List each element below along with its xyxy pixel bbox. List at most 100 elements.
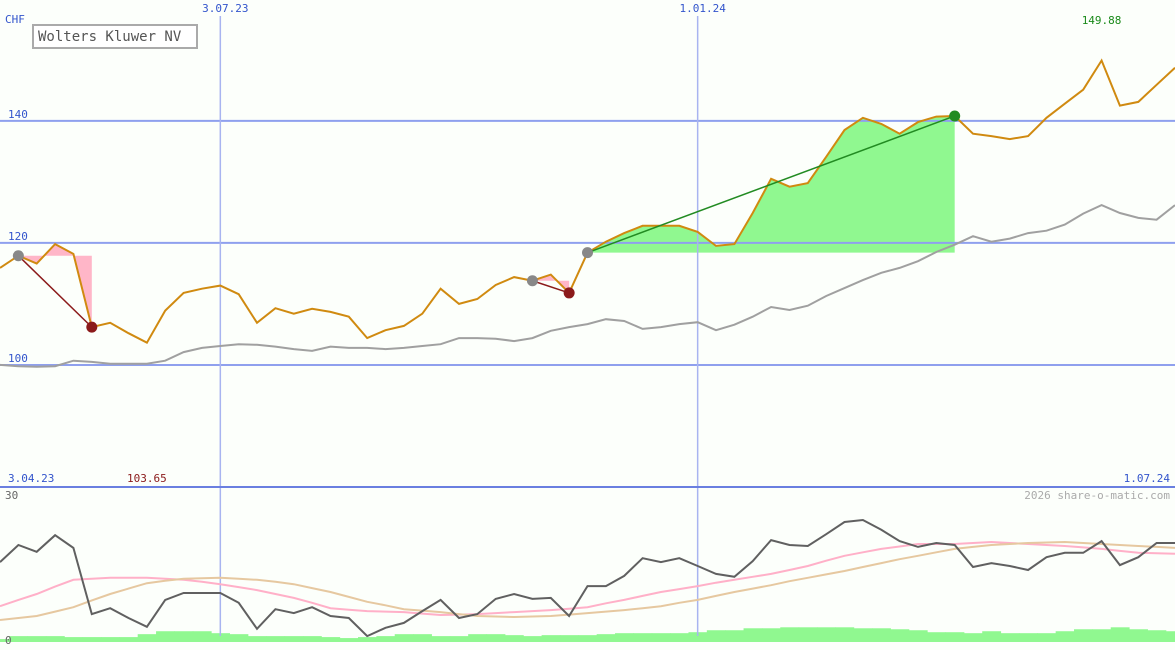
volume-bar — [1129, 629, 1148, 642]
volume-bar — [266, 636, 286, 642]
volume-bar — [27, 636, 47, 642]
y-tick-label: 140 — [8, 108, 28, 121]
series-line — [0, 540, 1175, 621]
volume-bar — [780, 627, 800, 642]
x-tick-label: 3.07.23 — [202, 2, 248, 15]
series-line — [0, 58, 1175, 345]
series-line — [0, 204, 1175, 368]
volume-bar — [1055, 631, 1075, 642]
volume-bar — [192, 631, 212, 642]
volume-bar — [339, 638, 359, 642]
volume-bar — [137, 634, 157, 642]
series-line — [0, 518, 1175, 638]
signal-end — [563, 287, 575, 299]
volume-bar — [945, 632, 965, 642]
volume-bar — [651, 633, 671, 642]
signal-area — [532, 274, 570, 293]
series-line — [0, 540, 1175, 617]
overlay: CHF Wolters Kluwer NV 2026 share-o-matic… — [5, 2, 1170, 647]
volume-bar — [174, 631, 194, 642]
volume-bar — [413, 634, 432, 642]
y-tick-label: 0 — [5, 634, 12, 647]
credit: 2026 share-o-matic.com — [1024, 489, 1170, 502]
volume-bar — [1110, 627, 1130, 642]
legend-box — [32, 24, 198, 49]
volume-bar — [100, 637, 120, 642]
volume-bar — [247, 636, 267, 642]
volume-bar — [9, 636, 29, 642]
volume-bar — [0, 639, 10, 642]
signal-line — [17, 255, 93, 328]
volume-bar — [504, 635, 524, 642]
volume-bar — [82, 637, 102, 642]
signal-line — [587, 115, 955, 254]
volume-bar — [559, 635, 579, 642]
signal-start — [582, 247, 593, 259]
volume-bar — [872, 628, 891, 642]
volume-bar — [633, 633, 653, 642]
volume-bar — [376, 636, 396, 642]
volume-bar — [302, 636, 322, 642]
volume-bar — [1018, 633, 1038, 642]
volume-bar — [761, 628, 781, 642]
volume-bar — [1000, 633, 1020, 642]
volume-bar — [284, 636, 304, 642]
volume-bar — [156, 631, 175, 642]
legend-entry: Wolters Kluwer NV — [38, 29, 182, 45]
x-tick-label: 1.07.24 — [1124, 472, 1171, 485]
volume-bar — [1074, 629, 1093, 642]
volume-bar — [596, 634, 616, 642]
volume-bar — [835, 627, 855, 642]
grid — [0, 16, 1175, 636]
volume-bar — [486, 634, 506, 642]
y-tick-label: 30 — [5, 489, 18, 502]
volume-bar — [1037, 633, 1057, 642]
volume-bar — [541, 635, 561, 642]
signal-start — [12, 250, 24, 262]
volume-bar — [798, 627, 818, 642]
high-label: 149.88 — [1082, 14, 1122, 27]
volume-bar — [670, 633, 689, 642]
x-tick-label: 1.01.24 — [679, 2, 726, 15]
volume-bar — [982, 631, 1002, 642]
volume-bar — [706, 630, 726, 642]
x-tick-label: 3.04.23 — [8, 472, 54, 485]
volume-bar — [615, 633, 634, 642]
volume-bar — [890, 629, 910, 642]
volume-bar — [1147, 630, 1167, 642]
signal-end — [949, 110, 961, 122]
volume-bar — [358, 637, 377, 642]
volume-bar — [523, 636, 543, 642]
volume-bar — [1165, 631, 1175, 642]
volume-bar — [743, 628, 763, 642]
signal-start — [526, 275, 538, 287]
volume-bar — [816, 627, 836, 642]
y-tick-label: 100 — [8, 352, 28, 365]
signal-line — [532, 280, 570, 294]
volume-bar — [1092, 629, 1112, 642]
volume-bar — [229, 634, 249, 642]
volume-bar — [578, 635, 598, 642]
volume-bar — [431, 636, 451, 642]
unit-label: CHF — [5, 13, 25, 26]
volume-bar — [908, 630, 928, 642]
volume-bar — [725, 630, 745, 642]
volume-bar — [394, 634, 414, 642]
volume-bar — [211, 633, 230, 642]
lines — [0, 58, 1175, 638]
volume-bar — [321, 637, 341, 642]
volume-bar — [119, 637, 139, 642]
volume-bar — [45, 636, 65, 642]
volume-bar — [64, 637, 84, 642]
signal-end — [86, 321, 98, 333]
volume-bar — [963, 633, 983, 642]
volume-bar — [688, 632, 708, 642]
low-label: 103.65 — [127, 472, 167, 485]
fills — [0, 115, 1175, 642]
volume-bar — [468, 634, 488, 642]
y-tick-label: 120 — [8, 230, 28, 243]
volume-bar — [927, 632, 947, 642]
volume-bar — [853, 628, 873, 642]
volume-bar — [449, 636, 469, 642]
